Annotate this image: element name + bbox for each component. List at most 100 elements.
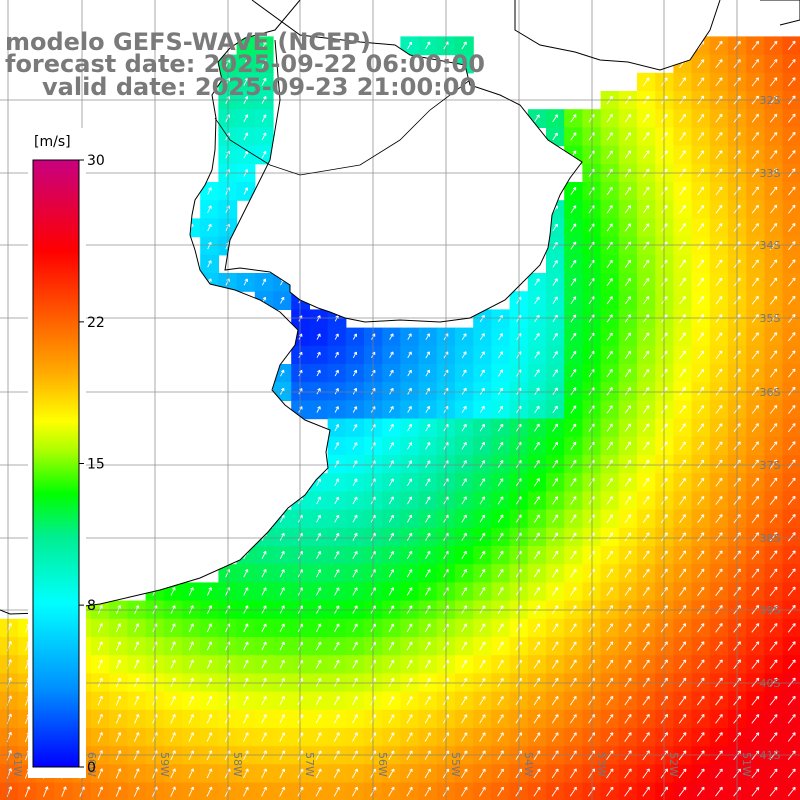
wind-arrow [624, 441, 632, 451]
wind-arrow [642, 441, 650, 451]
wind-arrow [316, 532, 322, 541]
wind-arrow [552, 496, 559, 505]
wind-arrow [425, 460, 431, 468]
wind-arrow [261, 41, 267, 50]
wind-arrow [206, 677, 213, 687]
wind-arrow [606, 550, 613, 560]
wind-arrow [570, 659, 577, 669]
wind-arrow [606, 441, 613, 450]
wind-arrow [407, 442, 412, 450]
wind-arrow [498, 387, 504, 395]
coastline-segment [0, 0, 331, 615]
wind-arrow [424, 623, 431, 633]
wind-arrow [279, 623, 285, 633]
wind-arrow [407, 514, 413, 523]
wind-arrow [552, 459, 559, 469]
wind-arrow [334, 532, 340, 541]
wind-arrow [787, 677, 796, 688]
wind-arrow [533, 623, 541, 633]
wind-arrow [497, 641, 504, 651]
wind-arrow [279, 550, 285, 560]
wind-arrow [352, 369, 358, 377]
wind-arrow [115, 659, 122, 669]
wind-arrow [388, 768, 395, 779]
wind-arrow [243, 41, 249, 50]
wind-arrow [188, 677, 194, 687]
coastline [0, 0, 800, 615]
wind-arrow [460, 768, 468, 779]
wind-arrow [479, 478, 486, 487]
wind-arrow [606, 659, 614, 669]
wind-arrow [769, 677, 778, 688]
wind-arrow [133, 732, 140, 742]
wind-arrow [787, 495, 796, 505]
wind-arrow [261, 714, 267, 724]
wind-arrow [497, 714, 504, 724]
wind-arrow [134, 695, 140, 706]
wind-arrow [461, 496, 467, 505]
wind-arrow [207, 187, 212, 195]
wind-arrow [697, 113, 705, 123]
wind-arrow [424, 768, 431, 779]
wind-arrow [352, 786, 358, 797]
wind-arrow [679, 368, 686, 378]
wind-arrow [570, 368, 577, 378]
wind-arrow [769, 695, 778, 706]
wind-arrow [678, 695, 687, 706]
wind-arrow [552, 351, 558, 359]
wind-arrow [624, 677, 632, 688]
wind-arrow [606, 332, 613, 341]
wind-arrow [188, 786, 195, 797]
wind-arrow [570, 423, 577, 432]
wind-arrow [787, 550, 796, 560]
wind-arrow [715, 332, 723, 341]
wind-arrow [334, 369, 339, 377]
wind-arrow [679, 514, 686, 524]
wind-arrow [115, 786, 122, 797]
wind-arrow [642, 113, 650, 123]
wind-arrow [751, 386, 759, 396]
wind-arrow [534, 441, 540, 450]
wind-arrow [715, 550, 723, 560]
wind-arrow [751, 477, 760, 487]
wind-arrow [315, 677, 322, 687]
wind-arrow [479, 714, 486, 724]
wind-arrow [425, 532, 431, 541]
wind-arrow [788, 350, 796, 360]
wind-arrow [279, 641, 285, 651]
wind-arrow [316, 406, 321, 413]
wind-arrow [679, 150, 686, 159]
wind-arrow [624, 713, 632, 724]
wind-arrow [570, 568, 577, 578]
wind-arrow [570, 114, 577, 123]
wind-arrow [696, 786, 705, 797]
wind-arrow [697, 623, 705, 633]
wind-arrow [425, 351, 430, 359]
wind-arrow [280, 387, 285, 395]
wind-arrow [389, 406, 394, 413]
wind-arrow [170, 587, 176, 596]
wind-arrow [188, 768, 195, 779]
wind-arrow [751, 423, 759, 433]
wind-arrow [787, 441, 796, 451]
wind-arrow [334, 587, 340, 596]
wind-arrow [788, 386, 796, 396]
wind-arrow [715, 677, 723, 688]
wind-arrow [170, 623, 176, 633]
wind-arrow [352, 623, 358, 633]
wind-arrow [352, 677, 358, 687]
wind-arrow [643, 277, 650, 287]
wind-arrow [479, 369, 485, 377]
wind-arrow [552, 550, 559, 560]
wind-arrow [551, 641, 559, 651]
wind-arrow [407, 351, 412, 359]
wind-arrow [333, 768, 340, 779]
wind-arrow [570, 514, 577, 523]
wind-arrow [315, 714, 322, 724]
wind-arrow [188, 695, 194, 706]
wind-arrow [170, 768, 176, 779]
wind-arrow [533, 768, 541, 779]
longitude-label: 59W [158, 752, 171, 777]
wind-arrow [715, 477, 723, 487]
wind-arrow [497, 478, 504, 487]
